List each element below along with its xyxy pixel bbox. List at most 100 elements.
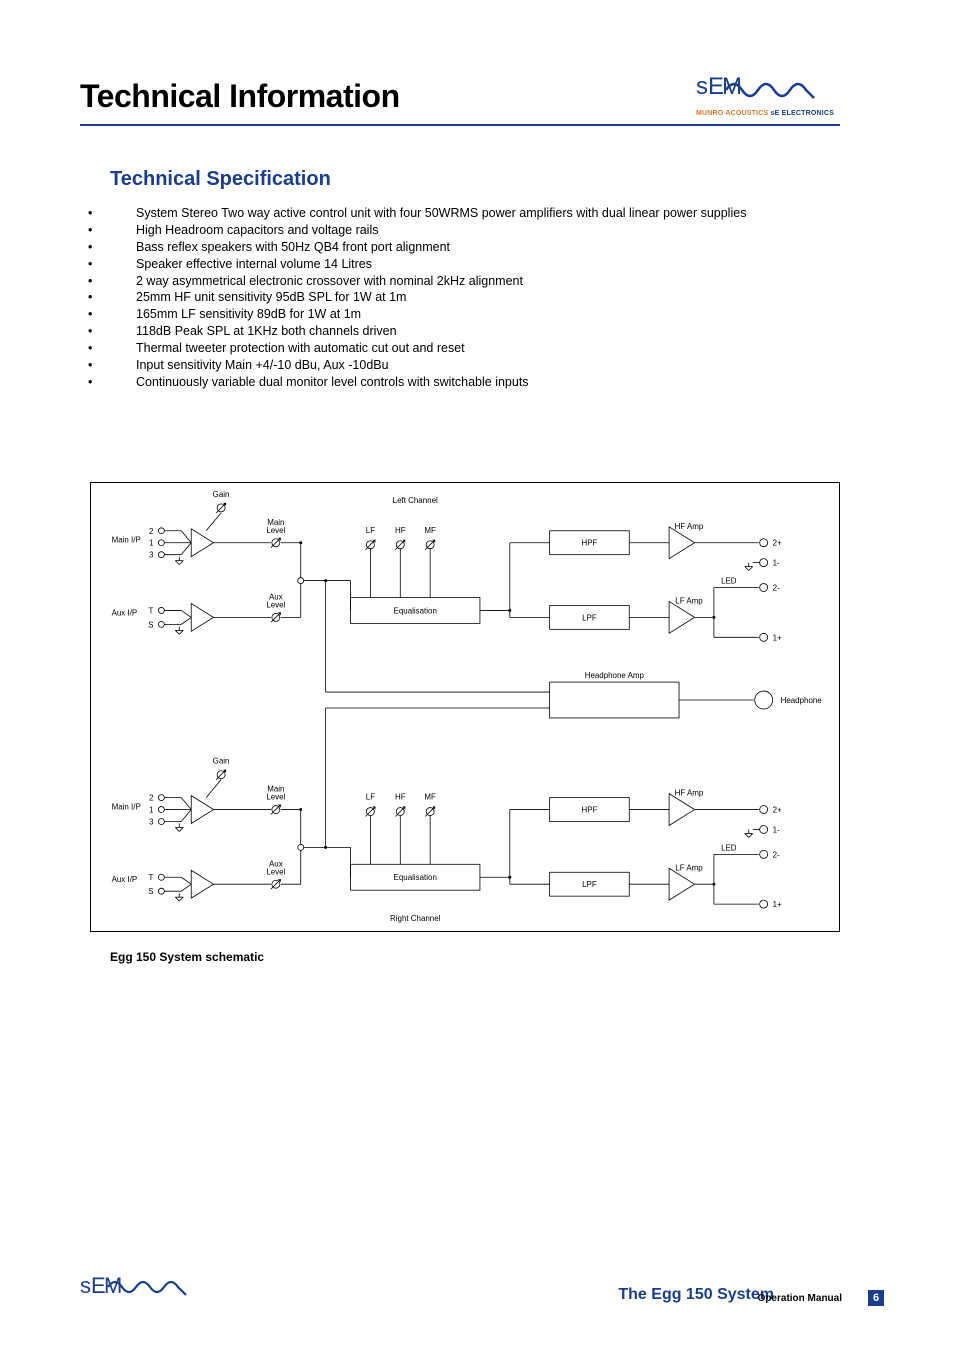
svg-text:HF Amp: HF Amp bbox=[675, 522, 704, 531]
spec-item: •118dB Peak SPL at 1KHz both channels dr… bbox=[80, 323, 820, 340]
svg-text:S: S bbox=[148, 887, 153, 896]
bullet-icon: • bbox=[80, 357, 136, 374]
page-footer: sE M The Egg 150 System Operation Manual… bbox=[0, 1270, 954, 1310]
svg-text:HF: HF bbox=[395, 526, 406, 535]
svg-text:1-: 1- bbox=[773, 825, 780, 834]
footer-title: The Egg 150 System bbox=[618, 1286, 774, 1304]
logo-subtext-orange: MUNRO ACOUSTICS bbox=[696, 110, 768, 117]
spec-text: 118dB Peak SPL at 1KHz both channels dri… bbox=[136, 323, 820, 340]
svg-text:2: 2 bbox=[149, 527, 154, 536]
spec-text: Speaker effective internal volume 14 Lit… bbox=[136, 256, 820, 273]
svg-text:Equalisation: Equalisation bbox=[394, 606, 437, 615]
bullet-icon: • bbox=[80, 222, 136, 239]
schematic-diagram: Main I/P213GainMainLevelAux I/PTSAuxLeve… bbox=[90, 482, 840, 932]
svg-text:Main I/P: Main I/P bbox=[112, 803, 141, 812]
svg-text:HPF: HPF bbox=[581, 539, 597, 548]
svg-text:2-: 2- bbox=[773, 584, 780, 593]
svg-text:1: 1 bbox=[149, 539, 154, 548]
spec-text: System Stereo Two way active control uni… bbox=[136, 205, 820, 222]
spec-text: 165mm LF sensitivity 89dB for 1W at 1m bbox=[136, 306, 820, 323]
svg-text:Level: Level bbox=[266, 793, 285, 802]
svg-text:LED: LED bbox=[721, 843, 737, 852]
spec-text: Input sensitivity Main +4/-10 dBu, Aux -… bbox=[136, 357, 820, 374]
bullet-icon: • bbox=[80, 273, 136, 290]
svg-text:LPF: LPF bbox=[582, 880, 597, 889]
spec-item: •25mm HF unit sensitivity 95dB SPL for 1… bbox=[80, 289, 820, 306]
svg-text:Equalisation: Equalisation bbox=[394, 873, 437, 882]
svg-text:3: 3 bbox=[149, 817, 154, 826]
svg-text:1+: 1+ bbox=[773, 900, 782, 909]
svg-text:HPF: HPF bbox=[581, 806, 597, 815]
svg-text:Left Channel: Left Channel bbox=[393, 496, 438, 505]
spec-item: •2 way asymmetrical electronic crossover… bbox=[80, 273, 820, 290]
bullet-icon: • bbox=[80, 374, 136, 391]
svg-text:Aux I/P: Aux I/P bbox=[112, 875, 138, 884]
svg-text:2+: 2+ bbox=[773, 539, 782, 548]
svg-text:LPF: LPF bbox=[582, 613, 597, 622]
svg-text:S: S bbox=[148, 620, 153, 629]
svg-text:MF: MF bbox=[424, 526, 436, 535]
page-title: Technical Information bbox=[80, 78, 400, 115]
svg-text:Gain: Gain bbox=[213, 490, 230, 499]
spec-item: •Continuously variable dual monitor leve… bbox=[80, 374, 820, 391]
title-rule bbox=[80, 124, 840, 126]
svg-text:HF Amp: HF Amp bbox=[675, 789, 704, 798]
svg-text:Level: Level bbox=[266, 526, 285, 535]
spec-text: 2 way asymmetrical electronic crossover … bbox=[136, 273, 820, 290]
spec-item: •System Stereo Two way active control un… bbox=[80, 205, 820, 222]
svg-text:2+: 2+ bbox=[773, 806, 782, 815]
svg-text:M: M bbox=[104, 1273, 122, 1298]
spec-item: •High Headroom capacitors and voltage ra… bbox=[80, 222, 820, 239]
brand-logo: sE M MUNRO ACOUSTICS sE ELECTRONICS bbox=[696, 70, 834, 117]
spec-text: Continuously variable dual monitor level… bbox=[136, 374, 820, 391]
spec-list: •System Stereo Two way active control un… bbox=[80, 205, 820, 391]
svg-text:1: 1 bbox=[149, 806, 154, 815]
bullet-icon: • bbox=[80, 205, 136, 222]
spec-item: •165mm LF sensitivity 89dB for 1W at 1m bbox=[80, 306, 820, 323]
page-number: 6 bbox=[868, 1290, 884, 1306]
bullet-icon: • bbox=[80, 306, 136, 323]
spec-text: High Headroom capacitors and voltage rai… bbox=[136, 222, 820, 239]
spec-item: •Thermal tweeter protection with automat… bbox=[80, 340, 820, 357]
svg-text:Gain: Gain bbox=[213, 757, 230, 766]
svg-text:Level: Level bbox=[266, 600, 285, 609]
svg-text:LF Amp: LF Amp bbox=[675, 596, 703, 605]
svg-text:LF: LF bbox=[366, 793, 375, 802]
spec-item: •Bass reflex speakers with 50Hz QB4 fron… bbox=[80, 239, 820, 256]
bullet-icon: • bbox=[80, 239, 136, 256]
svg-text:M: M bbox=[722, 73, 742, 100]
svg-text:1+: 1+ bbox=[773, 633, 782, 642]
spec-item: •Speaker effective internal volume 14 Li… bbox=[80, 256, 820, 273]
svg-text:Level: Level bbox=[266, 867, 285, 876]
logo-subtext-blue: sE ELECTRONICS bbox=[771, 110, 834, 117]
footer-logo: sE M bbox=[80, 1269, 190, 1310]
schematic-caption: Egg 150 System schematic bbox=[110, 950, 264, 964]
spec-text: 25mm HF unit sensitivity 95dB SPL for 1W… bbox=[136, 289, 820, 306]
section-subheading: Technical Specification bbox=[110, 168, 331, 191]
bullet-icon: • bbox=[80, 256, 136, 273]
svg-text:sE: sE bbox=[80, 1273, 106, 1298]
svg-text:Headphone Amp: Headphone Amp bbox=[585, 671, 645, 680]
svg-text:LF Amp: LF Amp bbox=[675, 863, 703, 872]
svg-text:Headphone: Headphone bbox=[781, 696, 823, 705]
bullet-icon: • bbox=[80, 289, 136, 306]
svg-text:T: T bbox=[149, 606, 154, 615]
spec-text: Thermal tweeter protection with automati… bbox=[136, 340, 820, 357]
svg-text:LF: LF bbox=[366, 526, 375, 535]
svg-text:2: 2 bbox=[149, 794, 154, 803]
bullet-icon: • bbox=[80, 340, 136, 357]
footer-subtitle: Operation Manual bbox=[758, 1293, 842, 1304]
svg-text:MF: MF bbox=[424, 793, 436, 802]
svg-text:sE: sE bbox=[696, 73, 724, 100]
spec-text: Bass reflex speakers with 50Hz QB4 front… bbox=[136, 239, 820, 256]
svg-text:2-: 2- bbox=[773, 850, 780, 859]
svg-text:3: 3 bbox=[149, 551, 154, 560]
svg-text:LED: LED bbox=[721, 577, 737, 586]
svg-text:1-: 1- bbox=[773, 559, 780, 568]
svg-text:T: T bbox=[149, 873, 154, 882]
spec-item: •Input sensitivity Main +4/-10 dBu, Aux … bbox=[80, 357, 820, 374]
bullet-icon: • bbox=[80, 323, 136, 340]
svg-text:Aux I/P: Aux I/P bbox=[112, 608, 138, 617]
svg-text:Main I/P: Main I/P bbox=[112, 536, 141, 545]
svg-text:Right Channel: Right Channel bbox=[390, 914, 441, 923]
